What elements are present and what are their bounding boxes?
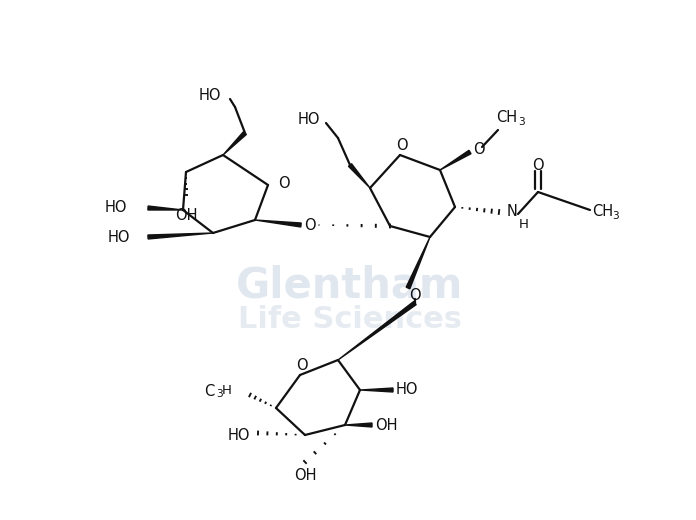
Text: OH: OH (294, 468, 316, 483)
Text: N: N (507, 204, 518, 219)
Polygon shape (349, 164, 370, 188)
Text: O: O (278, 175, 290, 190)
Text: 3: 3 (518, 117, 525, 127)
Text: H: H (222, 384, 232, 396)
Text: H: H (519, 217, 529, 230)
Text: HO: HO (297, 112, 320, 127)
Text: 3: 3 (216, 389, 223, 399)
Text: 3: 3 (612, 211, 619, 221)
Text: HO: HO (198, 87, 221, 102)
Text: O: O (409, 288, 421, 303)
Polygon shape (338, 302, 416, 360)
Text: O: O (304, 217, 316, 232)
Text: O: O (296, 358, 308, 372)
Polygon shape (360, 388, 393, 392)
Polygon shape (345, 423, 372, 427)
Text: HO: HO (228, 427, 250, 443)
Polygon shape (255, 220, 301, 227)
Text: HO: HO (107, 230, 130, 245)
Text: HO: HO (104, 201, 127, 215)
Text: CH: CH (592, 204, 613, 219)
Polygon shape (406, 237, 430, 289)
Text: HO: HO (396, 383, 418, 397)
Text: O: O (396, 137, 408, 152)
Text: CH: CH (496, 110, 517, 125)
Text: Life Sciences: Life Sciences (238, 305, 462, 334)
Text: O: O (532, 158, 544, 173)
Text: C: C (204, 384, 214, 398)
Polygon shape (440, 150, 471, 170)
Text: O: O (473, 142, 484, 158)
Text: OH: OH (375, 418, 397, 433)
Text: Glentham: Glentham (237, 264, 464, 306)
Polygon shape (223, 132, 246, 155)
Polygon shape (148, 206, 183, 210)
Text: OH: OH (175, 208, 197, 223)
Polygon shape (148, 233, 213, 239)
